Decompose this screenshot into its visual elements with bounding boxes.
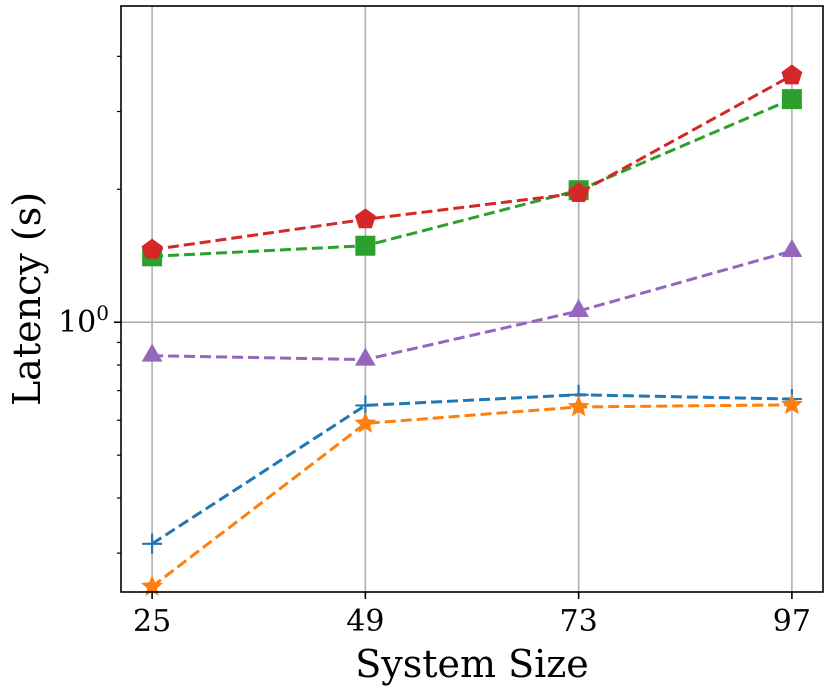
series-layer [141, 64, 803, 596]
data-point [781, 64, 803, 85]
series-orange [141, 393, 803, 596]
grid-lines [121, 6, 823, 592]
series-green [142, 89, 802, 267]
series-purple [141, 238, 803, 366]
series-line [152, 249, 793, 362]
axis-ticks: 25 49 73 97 100 [58, 55, 811, 639]
series-blue [142, 384, 802, 554]
data-point [142, 533, 163, 554]
data-point [141, 575, 164, 596]
data-point [567, 395, 590, 417]
data-point [780, 393, 803, 415]
x-tick-label: 97 [773, 604, 811, 639]
data-point [354, 347, 376, 366]
plot-frame [120, 5, 824, 593]
series-line [151, 74, 793, 252]
y-axis-label: Latency (s) [5, 192, 49, 406]
x-tick-label: 49 [346, 604, 384, 639]
series-red [141, 64, 803, 259]
data-point [568, 182, 590, 203]
series-line [151, 403, 792, 588]
data-point [781, 238, 803, 257]
data-point [354, 411, 377, 433]
data-point [141, 343, 163, 362]
data-point [781, 89, 802, 110]
x-tick-label: 73 [560, 604, 598, 639]
data-point [141, 238, 163, 259]
series-line [151, 393, 792, 546]
x-axis-label: System Size [355, 642, 589, 686]
y-tick-label: 100 [58, 301, 109, 340]
series-line [152, 97, 793, 258]
data-point [355, 235, 376, 256]
data-point [568, 299, 590, 318]
x-tick-label: 25 [133, 604, 171, 639]
data-point [354, 208, 376, 229]
